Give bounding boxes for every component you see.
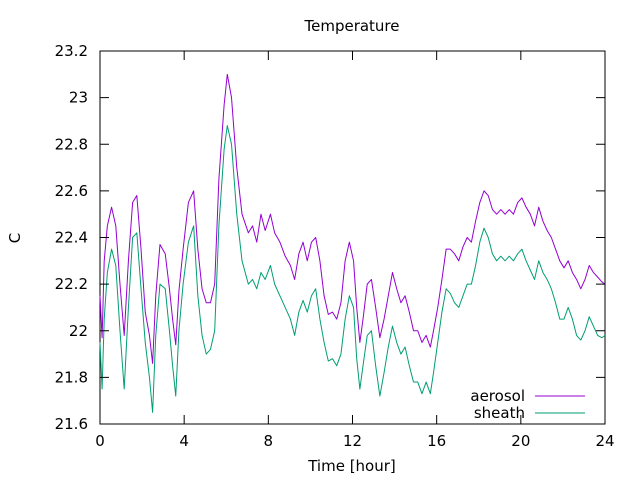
- legend: aerosol sheath: [470, 387, 585, 422]
- y-tick-label: 23.2: [55, 42, 88, 60]
- y-tick-label: 23: [69, 89, 88, 107]
- series-line-sheath: [99, 125, 606, 413]
- x-tick-label: 24: [595, 432, 614, 450]
- y-axis-label: C: [6, 233, 24, 243]
- x-tick-label: 12: [343, 432, 362, 450]
- y-tick-label: 21.8: [55, 368, 88, 386]
- x-axis-label: Time [hour]: [307, 457, 396, 475]
- legend-label-sheath: sheath: [474, 404, 525, 422]
- series-line-aerosol: [99, 73, 606, 364]
- legend-label-aerosol: aerosol: [470, 387, 525, 405]
- series-lines: [99, 73, 606, 413]
- x-tick-label: 20: [511, 432, 530, 450]
- y-tick-label: 22.6: [55, 182, 88, 200]
- x-tick-label: 16: [427, 432, 446, 450]
- x-tick-label: 0: [95, 432, 105, 450]
- y-tick-label: 22: [69, 322, 88, 340]
- y-tick-label: 22.4: [55, 229, 88, 247]
- axis-ticks: 0 4 8 12 16 20 24 21.6 21.8 22 22.2 22.4 22.6 22.8 23 2…: [55, 42, 615, 450]
- y-tick-label: 22.8: [55, 135, 88, 153]
- y-tick-label: 21.6: [55, 415, 88, 433]
- y-tick-label: 22.2: [55, 275, 88, 293]
- chart-title: Temperature: [303, 17, 399, 35]
- x-tick-label: 8: [264, 432, 274, 450]
- x-tick-label: 4: [179, 432, 189, 450]
